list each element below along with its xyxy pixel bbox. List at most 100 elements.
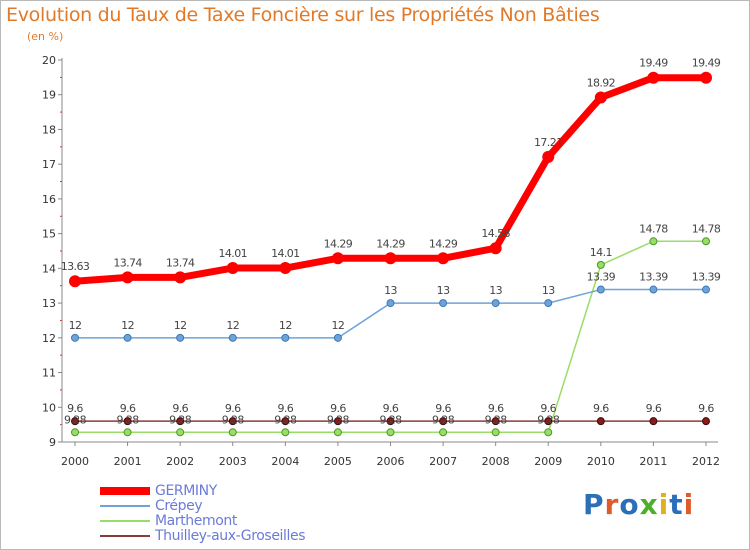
x-tick-label: 2011 <box>639 455 667 468</box>
data-label: 9.6 <box>488 402 504 415</box>
data-label: 9.6 <box>383 402 399 415</box>
chart-subtitle: (en %) <box>27 30 64 43</box>
data-point <box>594 91 607 104</box>
y-tick-label: 10 <box>42 401 56 414</box>
data-label: 14.29 <box>429 237 458 250</box>
x-tick-label: 2004 <box>271 455 299 468</box>
data-point <box>333 428 342 437</box>
logo-letter: r <box>604 488 620 521</box>
data-point <box>596 285 605 294</box>
data-label: 9.28 <box>117 413 140 426</box>
data-point <box>123 333 132 342</box>
data-label: 9.6 <box>277 402 293 415</box>
data-point <box>71 428 79 437</box>
data-point <box>123 417 132 426</box>
data-label: 13.74 <box>166 256 195 269</box>
series-marthemont <box>71 237 710 437</box>
data-point <box>491 417 500 426</box>
data-point <box>386 428 395 437</box>
data-point <box>281 428 290 437</box>
data-point <box>69 275 81 288</box>
x-tick-label: 2009 <box>534 455 562 468</box>
data-label: 9.28 <box>274 413 297 426</box>
y-tick-label: 16 <box>42 193 56 206</box>
legend-swatch <box>100 487 150 495</box>
y-tick-label: 11 <box>42 367 56 380</box>
data-point <box>544 417 553 426</box>
data-label: 9.28 <box>169 413 192 426</box>
y-tick-label: 20 <box>42 54 56 67</box>
data-point <box>333 333 342 342</box>
data-label: 9.6 <box>172 402 188 415</box>
data-label: 14.58 <box>481 227 510 240</box>
legend-label: Crépey <box>155 498 203 514</box>
data-point <box>437 252 450 265</box>
legend-swatch <box>100 505 150 507</box>
data-label: 17.21 <box>534 136 563 149</box>
data-point <box>489 242 502 255</box>
data-point <box>123 428 132 437</box>
logo-letter: P <box>583 488 605 521</box>
data-point <box>702 417 710 426</box>
data-label: 12 <box>174 319 187 332</box>
data-label: 13.39 <box>692 271 721 284</box>
data-point <box>491 428 500 437</box>
data-point <box>702 285 710 294</box>
data-point <box>439 417 448 426</box>
data-label: 9.6 <box>593 402 609 415</box>
data-point <box>281 417 290 426</box>
x-tick-label: 2002 <box>166 455 194 468</box>
data-label: 12 <box>121 319 134 332</box>
y-tick-label: 19 <box>42 89 56 102</box>
y-tick-label: 9 <box>49 436 56 449</box>
data-label: 13 <box>542 284 555 297</box>
data-label: 14.29 <box>324 237 353 250</box>
data-label: 19.49 <box>639 57 668 70</box>
legend-swatch <box>100 520 150 522</box>
logo-letter: t <box>669 488 684 521</box>
data-label: 12 <box>69 319 82 332</box>
data-label: 9.28 <box>64 413 87 426</box>
x-tick-label: 2007 <box>429 455 457 468</box>
legend-swatch <box>100 535 150 537</box>
logo-letter: i <box>683 488 695 521</box>
y-tick-label: 14 <box>42 262 56 275</box>
data-point <box>176 417 185 426</box>
data-label: 14.78 <box>692 222 721 235</box>
x-tick-label: 2000 <box>61 455 89 468</box>
data-label: 13.63 <box>61 260 90 273</box>
data-point <box>176 428 185 437</box>
data-label: 9.6 <box>435 402 451 415</box>
data-label: 12 <box>332 319 345 332</box>
data-point <box>649 417 658 426</box>
legend-label: Thuilley-aux-Groseilles <box>155 528 306 544</box>
data-point <box>333 417 342 426</box>
y-tick-label: 18 <box>42 123 56 136</box>
data-point <box>71 417 79 426</box>
data-label: 13.74 <box>113 256 142 269</box>
data-label: 9.28 <box>485 413 508 426</box>
y-tick-label: 15 <box>42 228 56 241</box>
data-point <box>596 260 605 269</box>
data-point <box>649 285 658 294</box>
x-tick-label: 2005 <box>324 455 352 468</box>
data-point <box>176 333 185 342</box>
data-label: 9.6 <box>67 402 83 415</box>
data-point <box>647 71 660 84</box>
data-label: 9.28 <box>432 413 455 426</box>
data-point <box>596 417 605 426</box>
data-point <box>279 262 292 275</box>
data-label: 9.6 <box>540 402 556 415</box>
logo-letter: i <box>658 488 670 521</box>
data-label: 19.49 <box>692 57 721 70</box>
data-label: 18.92 <box>587 77 616 90</box>
data-label: 9.6 <box>646 402 662 415</box>
data-label: 13.39 <box>587 271 616 284</box>
data-label: 13 <box>437 284 450 297</box>
data-point <box>544 428 553 437</box>
series-cr-pey <box>71 285 710 342</box>
data-point <box>121 271 134 284</box>
data-point <box>649 237 658 246</box>
data-label: 9.6 <box>698 402 714 415</box>
data-point <box>174 271 187 284</box>
